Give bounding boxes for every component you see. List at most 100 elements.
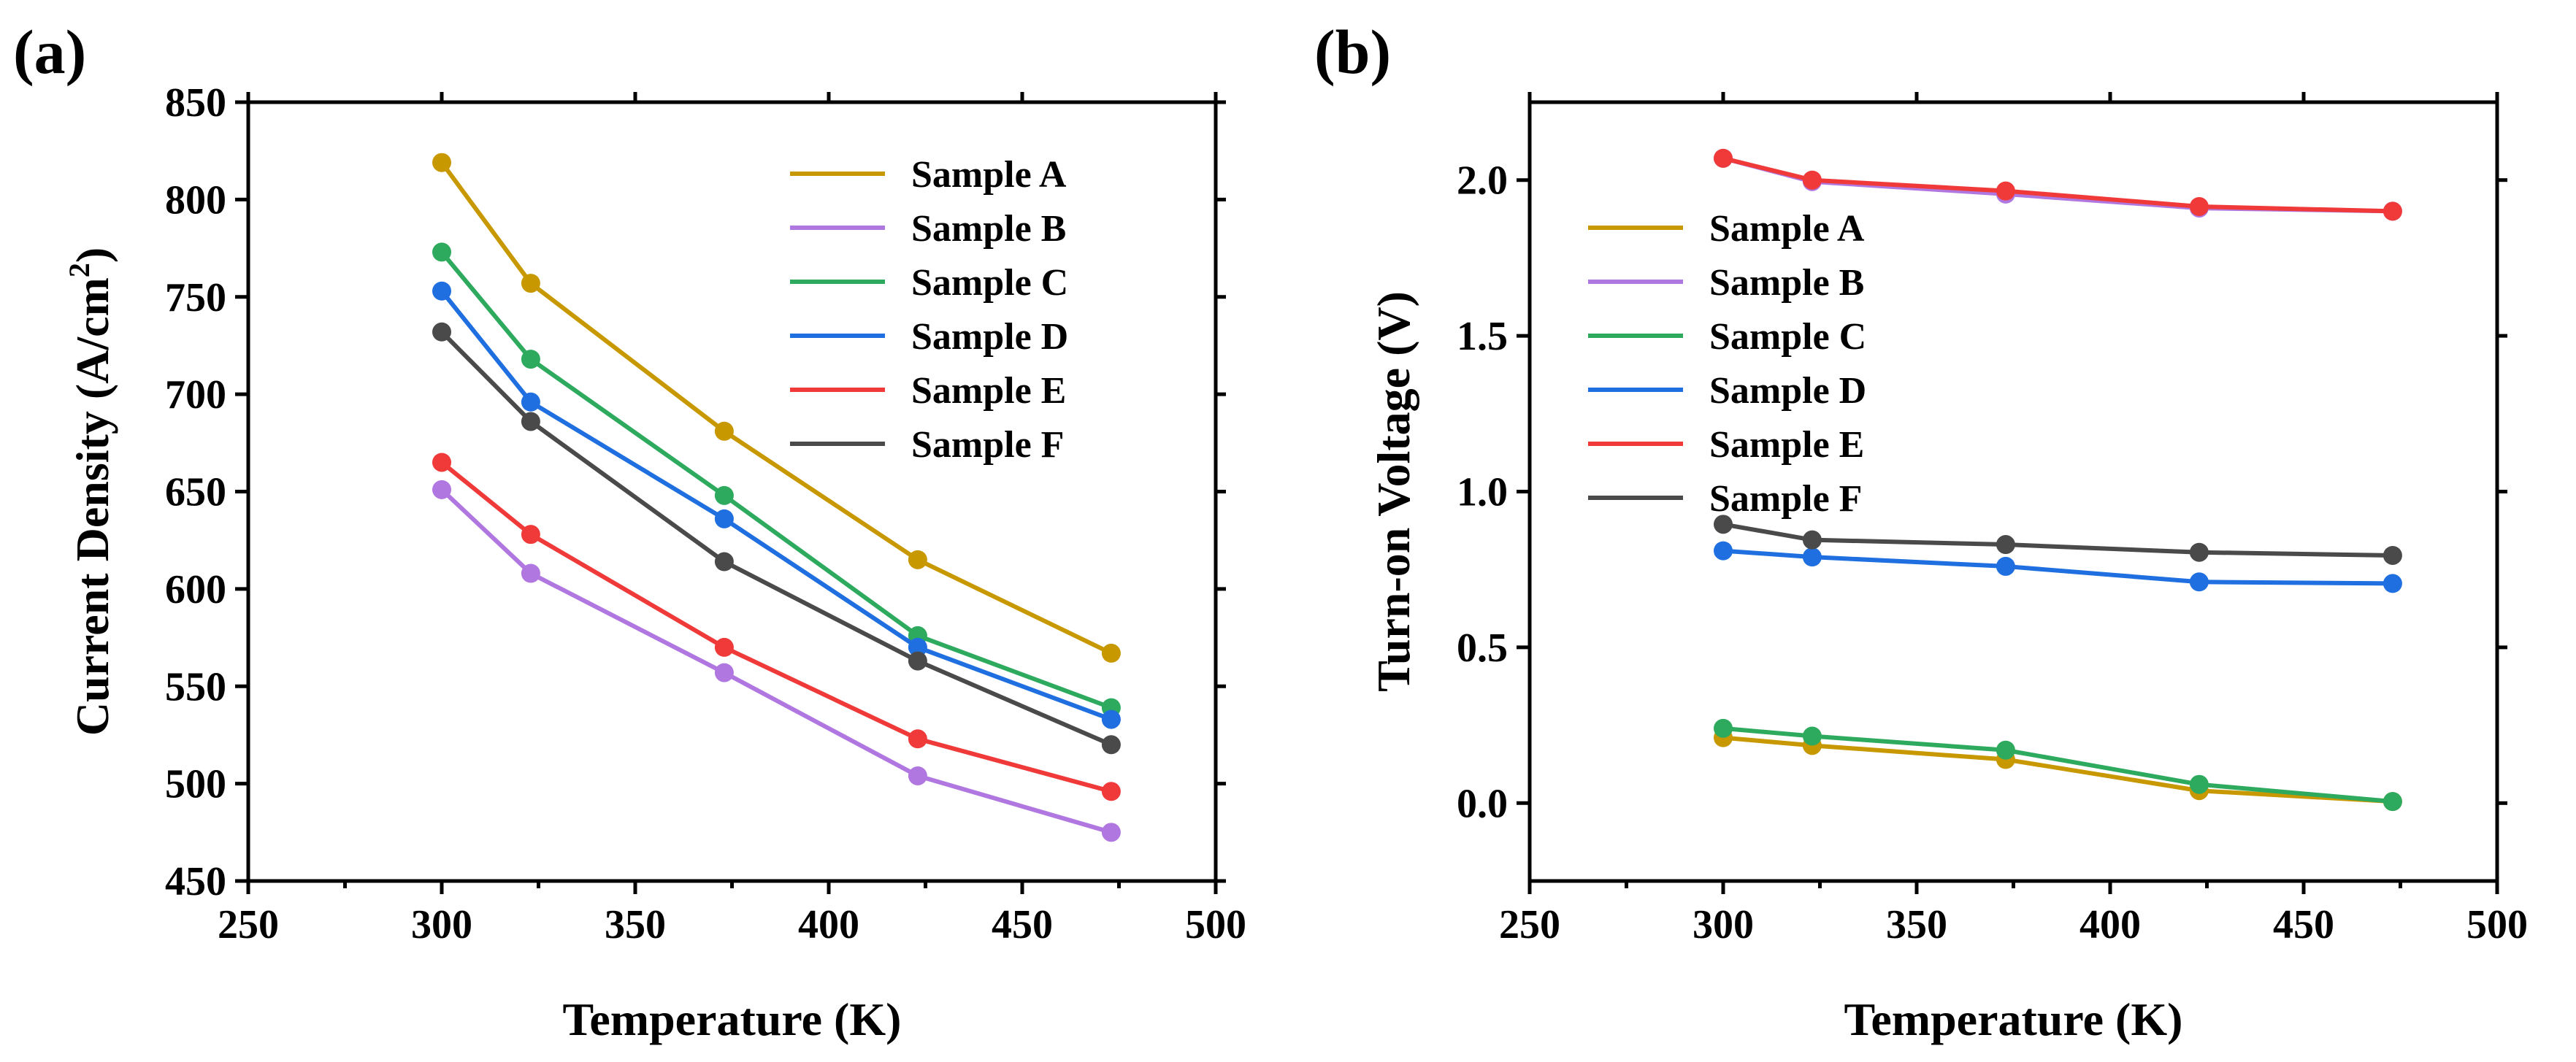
y-tick-label-a: 650 [165, 470, 226, 515]
data-point [714, 552, 734, 572]
data-point [521, 392, 540, 412]
data-point [1802, 547, 1822, 567]
data-point [1714, 541, 1733, 561]
data-point [432, 322, 451, 342]
data-point [1714, 148, 1733, 168]
data-point [908, 637, 927, 657]
data-point [908, 729, 927, 749]
data-point [2383, 201, 2402, 221]
series-b-sample-f [1714, 515, 2402, 565]
data-point [2189, 774, 2209, 794]
data-point [908, 766, 927, 785]
data-point [1996, 556, 2015, 576]
y-axis-title-b: Turn-on Voltage (V) [1368, 291, 1419, 692]
data-point [432, 153, 451, 172]
data-point [1802, 726, 1822, 746]
series-a-sample-f [432, 322, 1121, 755]
series-a-sample-d [432, 281, 1121, 729]
series-line [1722, 155, 2393, 214]
data-point [2189, 196, 2209, 216]
series-line [440, 461, 1112, 794]
series-a-sample-a [432, 153, 1121, 663]
data-point [1101, 709, 1121, 729]
data-point [521, 525, 540, 545]
data-point [908, 550, 927, 569]
y-tick-label-b: 0.0 [1457, 781, 1508, 826]
y-tick-label-b: 1.0 [1457, 470, 1508, 515]
series-line [1722, 522, 2393, 558]
panel-label-b: (b) [1314, 17, 1391, 87]
data-point [714, 509, 734, 528]
series-line [1722, 155, 2393, 214]
legend-label: Sample E [1709, 424, 1864, 466]
data-point [908, 651, 927, 671]
x-tick-label-a: 450 [992, 902, 1053, 947]
series-b-sample-d [1714, 541, 2402, 593]
data-point [2383, 574, 2402, 593]
data-point [521, 350, 540, 369]
data-point [1996, 740, 2015, 760]
data-point [521, 412, 540, 431]
panel-label-a: (a) [13, 17, 86, 87]
data-point [2189, 542, 2209, 562]
y-tick-label-a: 850 [165, 80, 226, 126]
y-tick-label-a: 550 [165, 664, 226, 709]
data-point [1802, 170, 1822, 190]
x-tick-label-b: 500 [2466, 902, 2528, 947]
y-axis-title-a: Current Density (A/cm2) [63, 247, 118, 736]
series-line [1722, 726, 2393, 804]
data-point [432, 242, 451, 262]
data-point [714, 637, 734, 657]
x-tick-label-b: 400 [2079, 902, 2141, 947]
y-tick-label-a: 500 [165, 762, 226, 807]
panel-b-turn-on-voltage: (b) 250 300 350 400 450 500 0.0 0.5 1.0 1.5 2.0 Temp… [1314, 17, 2528, 1045]
series-a-sample-e [432, 453, 1121, 801]
data-point [2189, 572, 2209, 592]
legend-label: Sample D [1709, 370, 1866, 412]
data-point [432, 453, 451, 472]
x-tick-label-a: 250 [218, 902, 279, 947]
data-point [2383, 792, 2402, 812]
data-point [1802, 530, 1822, 550]
x-tick-label-a: 300 [411, 902, 472, 947]
y-tick-label-a: 600 [165, 567, 226, 612]
x-tick-label-b: 350 [1886, 902, 1947, 947]
data-point [432, 480, 451, 499]
y-tick-label-a: 450 [165, 859, 226, 904]
legend-label: Sample B [911, 208, 1066, 250]
y-tick-label-a: 750 [165, 275, 226, 320]
x-tick-label-a: 500 [1185, 902, 1246, 947]
legend-label: Sample C [1709, 316, 1866, 358]
data-point [1714, 718, 1733, 738]
legend-label: Sample C [911, 262, 1068, 304]
x-tick-label-b: 250 [1499, 902, 1560, 947]
data-point [2383, 545, 2402, 565]
data-point [1714, 515, 1733, 534]
data-point [1996, 181, 2015, 201]
legend-label: Sample F [911, 424, 1064, 466]
data-point [432, 281, 451, 301]
data-point [1101, 823, 1121, 842]
x-tick-label-b: 450 [2273, 902, 2334, 947]
y-tick-label-b: 2.0 [1457, 158, 1508, 204]
panel-a-current-density: (a) 250 300 350 400 450 500 450 500 550 600 650 700 7… [13, 17, 1246, 1045]
y-tick-label-b: 1.5 [1457, 314, 1508, 359]
data-point [714, 663, 734, 682]
data-point [1101, 735, 1121, 755]
data-point [714, 485, 734, 505]
x-tick-label-b: 300 [1693, 902, 1754, 947]
series-b-sample-e [1714, 148, 2402, 221]
y-tick-label-b: 0.5 [1457, 626, 1508, 671]
legend-label: Sample A [911, 154, 1067, 196]
data-point [714, 421, 734, 441]
legend-label: Sample D [911, 316, 1068, 358]
legend-label: Sample E [911, 370, 1066, 412]
data-point [1101, 782, 1121, 801]
data-point [521, 274, 540, 293]
data-point [521, 563, 540, 583]
series-b-sample-c [1714, 718, 2402, 812]
data-point [1996, 535, 2015, 555]
legend-label: Sample B [1709, 262, 1864, 304]
y-tick-label-a: 700 [165, 372, 226, 418]
